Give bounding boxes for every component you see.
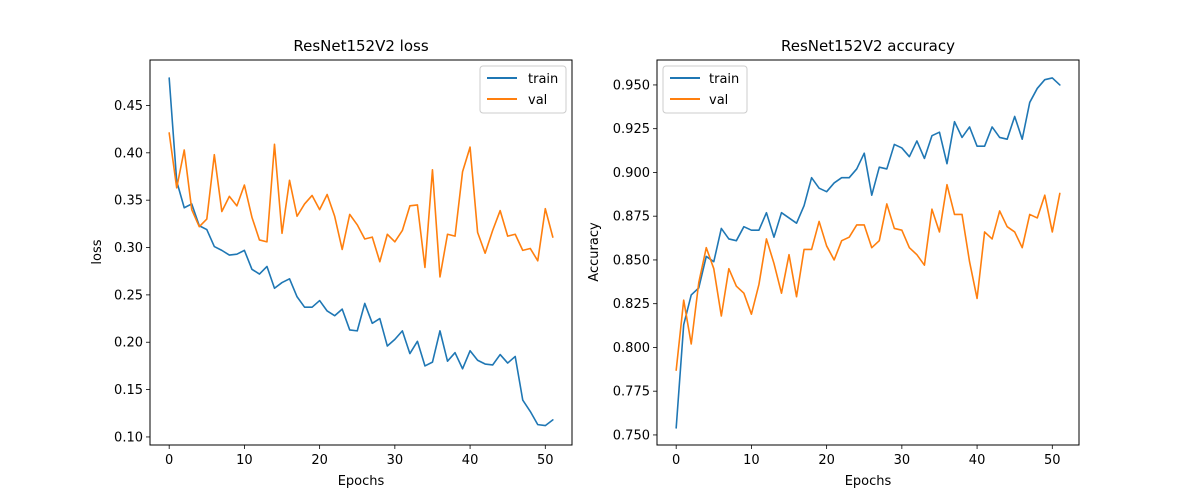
x-tick-label: 0	[672, 453, 680, 468]
legend: train val	[662, 65, 748, 114]
y-tick-label: 0.775	[613, 385, 650, 400]
x-tick-label: 10	[236, 453, 253, 468]
series-line-val	[168, 132, 554, 278]
y-axis-label: loss	[90, 239, 105, 264]
y-tick-label: 0.15	[114, 383, 143, 398]
y-axis-label: Accuracy	[587, 222, 602, 282]
chart-title: ResNet152V2 accuracy	[781, 37, 955, 55]
legend: train val	[479, 65, 567, 114]
legend-label-val: val	[528, 93, 547, 108]
y-tick-label: 0.30	[114, 241, 143, 256]
plot-area	[675, 77, 1061, 429]
y-tick-label: 0.45	[114, 99, 143, 114]
x-tick-label: 40	[969, 453, 986, 468]
legend-label-train: train	[709, 72, 739, 87]
y-tick-label: 0.850	[613, 253, 650, 268]
series-line-train	[168, 77, 554, 427]
x-tick-label: 50	[537, 453, 554, 468]
x-axis: 0 10 20 30 40 50	[672, 445, 1061, 468]
x-tick-label: 20	[311, 453, 328, 468]
series-line-val	[675, 183, 1061, 371]
y-tick-label: 0.35	[114, 194, 143, 209]
x-tick-label: 50	[1044, 453, 1061, 468]
y-axis: 0.10 0.15 0.20 0.25 0.30 0.35 0.40 0.45	[114, 99, 150, 445]
x-tick-label: 30	[387, 453, 404, 468]
y-tick-label: 0.900	[613, 166, 650, 181]
x-axis-label: Epochs	[845, 474, 892, 489]
x-tick-label: 10	[743, 453, 760, 468]
loss-chart: ResNet152V2 loss 0 10 20 30 40 50 0.10 0.15 0.2…	[90, 37, 573, 489]
y-tick-label: 0.950	[613, 78, 650, 93]
legend-label-train: train	[528, 72, 558, 87]
y-tick-label: 0.825	[613, 297, 650, 312]
x-axis: 0 10 20 30 40 50	[165, 445, 554, 468]
series-line-train	[675, 77, 1061, 429]
y-tick-label: 0.925	[613, 122, 650, 137]
y-axis: 0.750 0.775 0.800 0.825 0.850 0.875 0.900 0.925…	[613, 78, 657, 443]
accuracy-chart: ResNet152V2 accuracy 0 10 20 30 40 50 0.7500.…	[587, 37, 1080, 489]
plot-area	[168, 77, 554, 427]
legend-label-val: val	[709, 93, 728, 108]
chart-title: ResNet152V2 loss	[293, 37, 428, 55]
x-tick-label: 30	[894, 453, 911, 468]
x-tick-label: 20	[818, 453, 835, 468]
x-tick-label: 0	[165, 453, 173, 468]
x-tick-label: 40	[462, 453, 479, 468]
y-tick-label: 0.40	[114, 146, 143, 161]
axes-frame	[149, 59, 573, 446]
y-tick-label: 0.20	[114, 336, 143, 351]
y-tick-label: 0.750	[613, 428, 650, 443]
x-axis-label: Epochs	[338, 474, 385, 489]
axes-frame	[656, 59, 1080, 446]
y-tick-label: 0.875	[613, 210, 650, 225]
y-tick-label: 0.800	[613, 341, 650, 356]
y-tick-label: 0.10	[114, 430, 143, 445]
y-tick-label: 0.25	[114, 288, 143, 303]
